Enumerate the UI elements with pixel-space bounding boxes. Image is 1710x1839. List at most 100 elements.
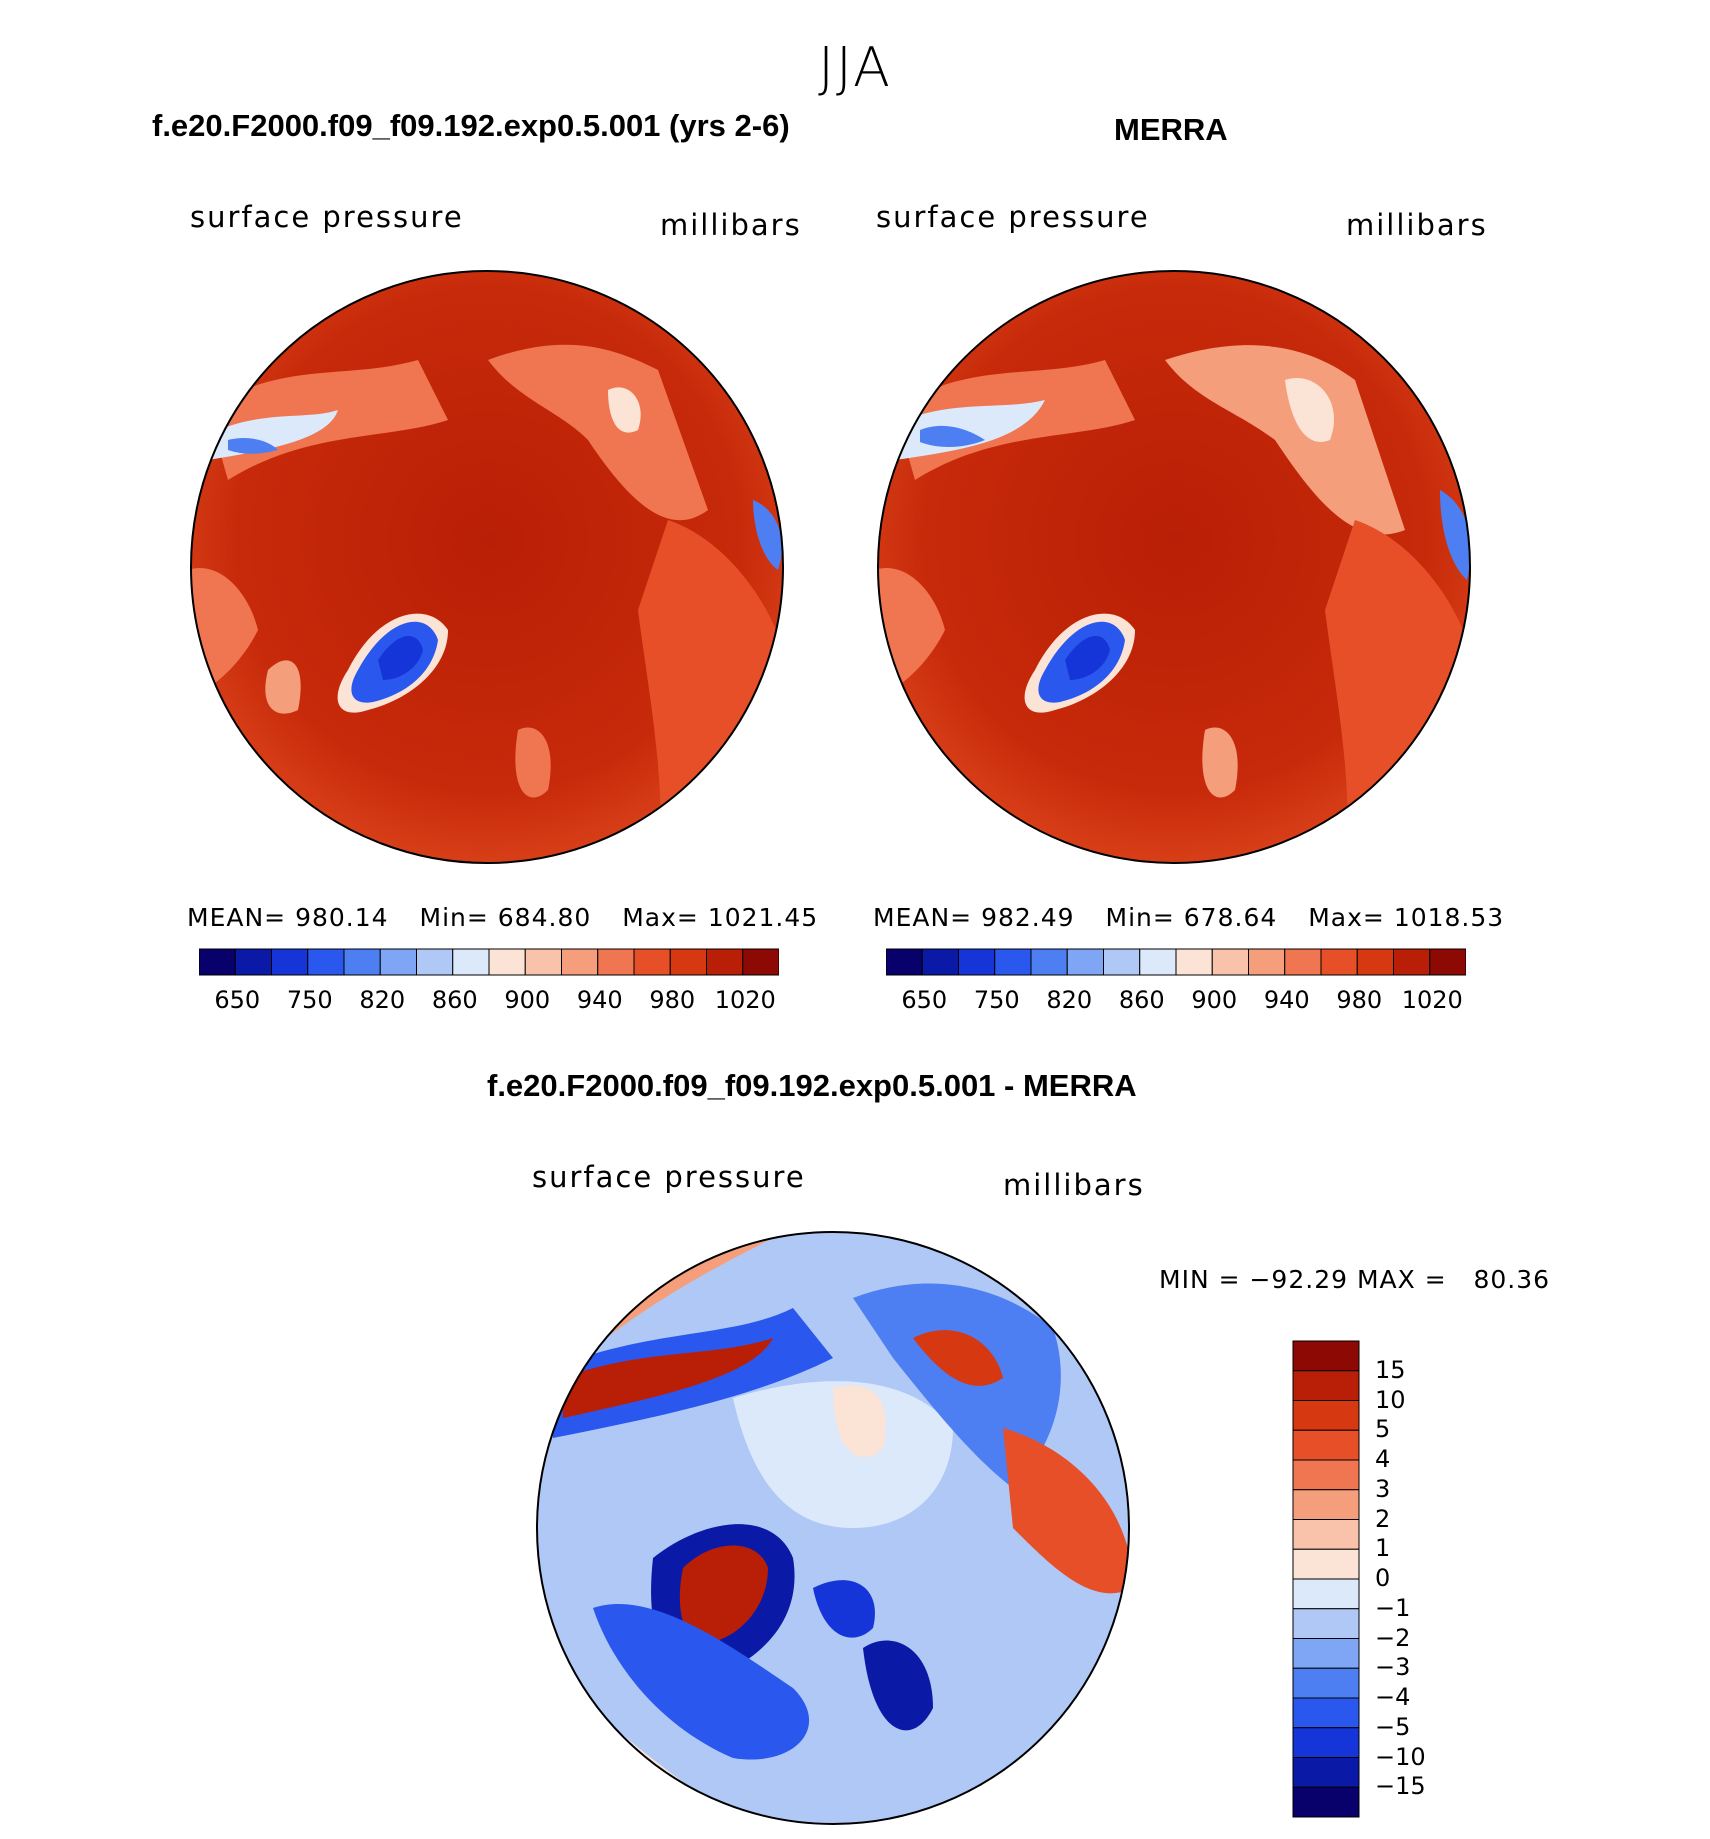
- panel-diff-atlantic-negative: [593, 1604, 810, 1760]
- panel-model-mean-value: 980.14: [295, 903, 389, 932]
- panel-obs-rockies-peak: [1285, 378, 1334, 442]
- panel-diff-colorbar-tick-label: −1: [1375, 1593, 1411, 1622]
- panel-obs-map-border: [877, 270, 1471, 864]
- panel-model-colorbar-box: [343, 948, 381, 976]
- panel-diff-rockies-positive: [913, 1330, 1003, 1386]
- panel-obs-tibet-low: [920, 425, 985, 447]
- panel-diff-range-text: MIN = −92.29 MAX = 80.36: [1159, 1265, 1551, 1294]
- panel-obs-colorbar-box: [1103, 948, 1141, 976]
- panel-obs-mean-value: 982.49: [981, 903, 1075, 932]
- panel-obs-max-label: Max=: [1308, 903, 1385, 932]
- panel-model-units-label: millibars: [660, 208, 802, 242]
- panel-diff-colorbar-tick-label: −15: [1375, 1772, 1426, 1801]
- panel-model-colorbar-box: [416, 948, 454, 976]
- panel-diff-colorbar-tick-label: −3: [1375, 1653, 1411, 1682]
- panel-model-max-label: Max=: [622, 903, 699, 932]
- panel-diff-colorbar-box: [1292, 1757, 1360, 1788]
- panel-diff-eastern-us-positive: [1003, 1428, 1129, 1594]
- panel-model-colorbar-box: [307, 948, 345, 976]
- panel-model-rockies-peak: [608, 387, 641, 433]
- panel-diff-colorbar-tick-label: 1: [1375, 1534, 1391, 1563]
- panel-diff-asia-positive-band: [563, 1338, 773, 1418]
- panel-obs-stats: MEAN= 982.49 Min= 678.64 Max= 1018.53: [873, 903, 1504, 932]
- figure-season-title: JJA: [818, 36, 892, 99]
- panel-diff-colorbar-tick-label: −10: [1375, 1742, 1426, 1771]
- panel-model-colorbar-tick-label: 900: [504, 986, 551, 1014]
- panel-model-colorbar-tick-label: 820: [359, 986, 406, 1014]
- panel-obs-colorbar-box: [921, 948, 959, 976]
- panel-diff-colorbar-tick-label: −5: [1375, 1712, 1411, 1741]
- panel-model-colorbar-box: [379, 948, 417, 976]
- panel-obs-colorbar-box: [1320, 948, 1358, 976]
- panel-model-colorbar-tick-label: 650: [214, 986, 261, 1014]
- panel-diff-colorbar-tick-label: −2: [1375, 1623, 1411, 1652]
- panel-model-min-value: 684.80: [497, 903, 592, 932]
- panel-obs-colorbar-tick-label: 980: [1336, 986, 1383, 1014]
- panel-obs-colorbar-box: [1393, 948, 1431, 976]
- panel-obs-units-label: millibars: [1346, 208, 1488, 242]
- panel-diff-colorbar-tick-label: 5: [1375, 1415, 1391, 1444]
- panel-obs-min-value: 678.64: [1183, 903, 1278, 932]
- panel-obs-colorbar-tick-label: 900: [1191, 986, 1238, 1014]
- panel-model-colorbar-box: [271, 948, 309, 976]
- panel-diff-colorbar-tick-label: 15: [1375, 1355, 1406, 1384]
- panel-model-greenland-core: [378, 636, 423, 680]
- panel-model-colorbar-box: [524, 948, 562, 976]
- panel-diff-iceland-negative: [813, 1580, 875, 1638]
- panel-diff-colorbar-box: [1292, 1578, 1360, 1610]
- panel-obs-rockies-terrain: [1165, 345, 1405, 535]
- panel-obs-colorbar-box: [886, 948, 923, 976]
- panel-obs-max-value: 1018.53: [1393, 903, 1505, 932]
- panel-diff-colorbar-box: [1292, 1608, 1360, 1639]
- panel-obs-colorbar-box: [1030, 948, 1068, 976]
- panel-model-max-value: 1021.45: [707, 903, 819, 932]
- panel-diff-map: [536, 1231, 1130, 1825]
- panel-model-min-label: Min=: [419, 903, 489, 932]
- panel-obs-colorbar-box: [1356, 948, 1394, 976]
- panel-model-colorbar-box: [597, 948, 635, 976]
- panel-obs-colorbar-box: [1066, 948, 1104, 976]
- panel-model-stats: MEAN= 980.14 Min= 684.80 Max= 1021.45: [187, 903, 818, 932]
- panel-diff-colorbar-tick-label: 3: [1375, 1474, 1391, 1503]
- panel-obs-mean-label: MEAN=: [873, 903, 973, 932]
- panel-diff-colorbar-ticks: 15 10 5 4 3 2 1 0 −1 −2 −3 −4 −5 −10 −15: [1375, 1340, 1455, 1820]
- panel-model-colorbar-tick-label: 1020: [714, 986, 776, 1014]
- panel-diff-arctic-basin: [733, 1381, 953, 1528]
- panel-model-colorbar-tick-label: 860: [431, 986, 478, 1014]
- panel-diff-colorbar-box: [1292, 1489, 1360, 1520]
- panel-obs-colorbar-box: [1248, 948, 1286, 976]
- panel-diff-colorbar-box: [1292, 1667, 1360, 1699]
- panel-model-colorbar: [199, 948, 779, 976]
- panel-obs-variable-label: surface pressure: [876, 200, 1150, 234]
- panel-model-himalaya-edge: [265, 660, 301, 714]
- panel-model-variable-label: surface pressure: [190, 200, 464, 234]
- panel-diff-variable-label: surface pressure: [532, 1160, 806, 1194]
- panel-diff-colorbar-box: [1292, 1638, 1360, 1669]
- panel-diff-greenland-positive: [679, 1545, 768, 1644]
- panel-obs-map: [877, 270, 1471, 864]
- panel-model-colorbar-box: [452, 948, 490, 976]
- panel-model-colorbar-box: [199, 948, 236, 976]
- panel-diff-colorbar-tick-label: 2: [1375, 1504, 1391, 1533]
- panel-diff-colorbar-tick-label: 4: [1375, 1445, 1391, 1473]
- panel-obs-colorbar-tick-label: 940: [1263, 986, 1310, 1014]
- panel-model-colorbar-ticks: 650 750 820 860 900 940 980 1020: [199, 986, 779, 1016]
- panel-diff-colorbar-tick-label: 0: [1375, 1564, 1391, 1592]
- panel-obs-colorbar-tick-label: 1020: [1401, 986, 1463, 1014]
- panel-obs-colorbar-box: [958, 948, 996, 976]
- panel-model-colorbar-tick-label: 750: [286, 986, 333, 1014]
- panel-model-colorbar-box: [488, 948, 526, 976]
- panel-obs-colorbar-box: [1139, 948, 1177, 976]
- panel-obs-colorbar: [886, 948, 1466, 976]
- panel-model-map-border: [190, 270, 784, 864]
- panel-diff-colorbar-box: [1292, 1697, 1360, 1729]
- panel-diff-colorbar-tick-label: 10: [1375, 1385, 1406, 1414]
- panel-obs-colorbar-box: [1175, 948, 1213, 976]
- panel-diff-colorbar-box: [1292, 1400, 1360, 1431]
- panel-model-colorbar-box: [706, 948, 744, 976]
- panel-model-colorbar-tick-label: 940: [576, 986, 623, 1014]
- panel-model-map: [190, 270, 784, 864]
- panel-diff-arctic-positive: [833, 1385, 886, 1458]
- panel-model-colorbar-tick-label: 980: [649, 986, 696, 1014]
- panel-obs-scandinavia: [1202, 727, 1238, 798]
